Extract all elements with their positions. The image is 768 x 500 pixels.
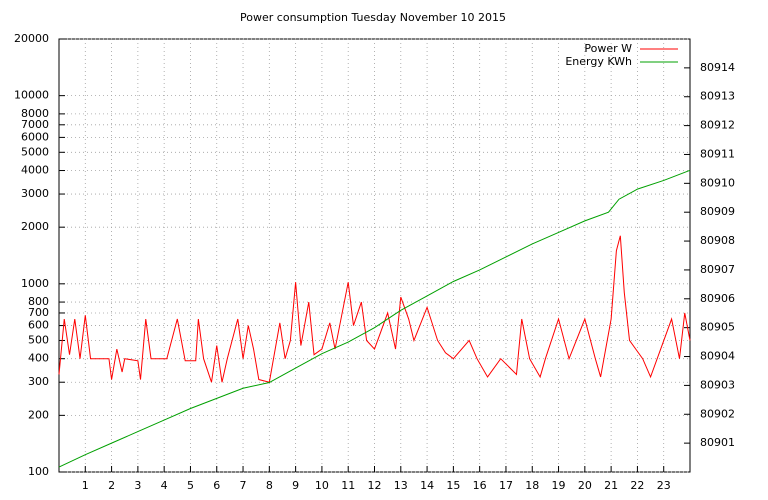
y-tick-label: 7000 [21,118,49,131]
y2-tick-label: 80910 [700,176,735,189]
legend-label: Energy KWh [565,55,632,68]
x-tick-label: 1 [82,479,89,492]
y-tick-label: 5000 [21,145,49,158]
x-tick-label: 18 [525,479,539,492]
x-tick-label: 7 [240,479,247,492]
data-line [58,235,691,383]
x-tick-label: 16 [473,479,487,492]
y2-tick-label: 80913 [700,90,735,103]
y-tick-label: 400 [28,352,49,365]
x-tick-label: 20 [578,479,592,492]
y-tick-label: 3000 [21,187,49,200]
x-tick-label: 12 [368,479,382,492]
y-tick-label: 8000 [21,107,49,120]
y2-tick-label: 80901 [700,436,735,449]
x-tick-label: 22 [630,479,644,492]
x-tick-label: 11 [341,479,355,492]
x-tick-label: 3 [134,479,141,492]
x-tick-label: 17 [499,479,513,492]
x-tick-label: 23 [657,479,671,492]
y-tick-label: 6000 [21,130,49,143]
y-tick-label: 2000 [21,220,49,233]
y2-tick-label: 80902 [700,407,735,420]
x-tick-label: 9 [292,479,299,492]
y2-tick-label: 80914 [700,61,735,74]
y-tick-label: 1000 [21,277,49,290]
y2-tick-label: 80907 [700,263,735,276]
y2-tick-label: 80909 [700,205,735,218]
y-tick-label: 10000 [14,89,49,102]
y2-tick-label: 80908 [700,234,735,247]
y2-tick-label: 80903 [700,378,735,391]
x-tick-label: 10 [315,479,329,492]
y-tick-label: 300 [28,375,49,388]
x-tick-label: 6 [213,479,220,492]
y-tick-label: 200 [28,408,49,421]
y2-tick-label: 80904 [700,350,735,363]
y2-tick-label: 80912 [700,119,735,132]
y2-tick-label: 80911 [700,147,735,160]
y2-tick-label: 80905 [700,321,735,334]
legend-label: Power W [584,42,632,55]
y-tick-label: 500 [28,333,49,346]
chart-title: Power consumption Tuesday November 10 20… [240,11,506,24]
x-tick-label: 2 [108,479,115,492]
y-tick-label: 20000 [14,32,49,45]
x-tick-label: 14 [420,479,434,492]
y-tick-label: 600 [28,319,49,332]
y-tick-label: 700 [28,306,49,319]
data-line [58,169,691,468]
x-tick-label: 5 [187,479,194,492]
x-tick-label: 15 [446,479,460,492]
x-tick-label: 8 [266,479,273,492]
x-tick-label: 4 [161,479,168,492]
x-tick-label: 19 [552,479,566,492]
y2-tick-label: 80906 [700,292,735,305]
x-tick-label: 13 [394,479,408,492]
y-tick-label: 4000 [21,164,49,177]
x-tick-label: 21 [604,479,618,492]
y-tick-label: 800 [28,295,49,308]
y-tick-label: 100 [28,465,49,478]
